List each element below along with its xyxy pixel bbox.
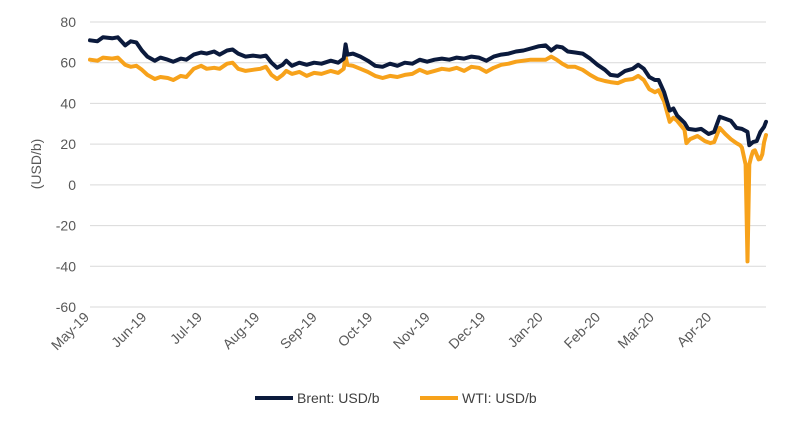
x-tick-label: Jun-19: [108, 309, 150, 351]
x-axis-tick-labels: May-19 Jun-19 Jul-19 Aug-19 Sep-19 Oct-19 Nov-…: [48, 309, 715, 353]
legend-label: Brent: USD/b: [297, 390, 380, 406]
x-tick-label: Jan-20: [504, 309, 546, 351]
x-tick-label: Nov-19: [390, 309, 433, 352]
y-axis-title: (USD/b): [28, 139, 44, 190]
y-tick-label: 0: [68, 177, 76, 193]
x-tick-label: Sep-19: [277, 309, 320, 352]
series-line: [88, 35, 768, 148]
x-tick-label: Aug-19: [219, 309, 262, 352]
y-tick-label: 80: [60, 14, 76, 30]
y-tick-label: 20: [60, 136, 76, 152]
series-lines: [88, 35, 768, 264]
x-tick-label: Oct-19: [334, 309, 375, 350]
series-line: [88, 54, 768, 264]
x-tick-label: Jul-19: [167, 309, 205, 347]
gridlines: [90, 21, 766, 267]
y-axis-tick-labels: -60 -40 -20 0 20 40 60 80: [56, 14, 76, 315]
y-tick-label: -20: [56, 218, 76, 234]
y-tick-label: -60: [56, 299, 76, 315]
x-tick-label: Mar-20: [614, 309, 657, 352]
x-tick-label: Feb-20: [561, 309, 604, 352]
legend-label: WTI: USD/b: [462, 390, 537, 406]
x-tick-label: Dec-19: [445, 309, 488, 352]
y-tick-label: 60: [60, 55, 76, 71]
y-tick-label: -40: [56, 258, 76, 274]
x-tick-label: May-19: [48, 309, 92, 353]
x-tick-label: Apr-20: [673, 309, 714, 350]
y-tick-label: 40: [60, 95, 76, 111]
legend: Brent: USD/b WTI: USD/b: [255, 390, 537, 406]
